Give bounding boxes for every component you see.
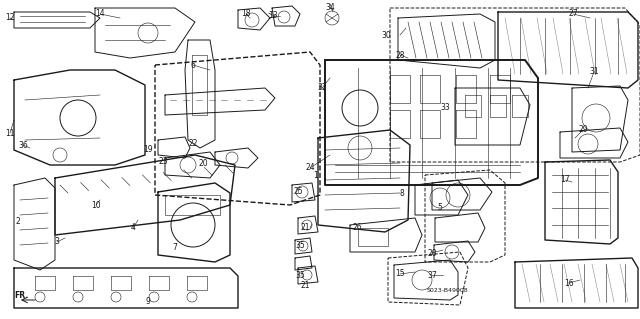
Text: 6: 6 <box>191 61 195 70</box>
Text: 31: 31 <box>589 68 599 77</box>
Text: 1: 1 <box>314 170 318 180</box>
Text: FR.: FR. <box>14 291 28 300</box>
Text: 9: 9 <box>145 296 150 306</box>
Text: 24: 24 <box>305 164 315 173</box>
Text: 34: 34 <box>325 4 335 12</box>
Text: 21: 21 <box>300 224 310 233</box>
Text: 28: 28 <box>396 50 404 60</box>
Text: 16: 16 <box>564 278 574 287</box>
Text: 26: 26 <box>352 224 362 233</box>
Text: 20: 20 <box>198 159 208 167</box>
Text: 8: 8 <box>399 189 404 197</box>
Text: 33: 33 <box>440 103 450 113</box>
Text: 35: 35 <box>295 271 305 279</box>
Text: 23: 23 <box>158 158 168 167</box>
Text: 14: 14 <box>95 10 105 19</box>
Text: 3: 3 <box>54 238 60 247</box>
Text: 12: 12 <box>5 13 15 23</box>
Text: 7: 7 <box>173 243 177 253</box>
Text: 10: 10 <box>91 201 101 210</box>
Text: 4: 4 <box>131 224 136 233</box>
Text: 5: 5 <box>438 203 442 211</box>
Text: 21: 21 <box>300 281 310 291</box>
Text: 19: 19 <box>143 145 153 154</box>
Text: 30: 30 <box>381 31 391 40</box>
Text: 2: 2 <box>15 218 20 226</box>
Text: 35: 35 <box>295 241 305 249</box>
Text: 22: 22 <box>188 138 198 147</box>
Text: 32: 32 <box>317 84 327 93</box>
Text: 29: 29 <box>578 125 588 135</box>
Text: 15: 15 <box>395 270 405 278</box>
Text: 11: 11 <box>5 129 15 137</box>
Text: 27: 27 <box>568 10 578 19</box>
Text: 13: 13 <box>268 11 278 20</box>
Text: S023-B49008: S023-B49008 <box>426 288 468 293</box>
Text: 36: 36 <box>18 140 28 150</box>
Text: 17: 17 <box>560 175 570 184</box>
Text: 25: 25 <box>293 188 303 197</box>
Text: 20: 20 <box>427 249 437 257</box>
Text: 18: 18 <box>241 10 251 19</box>
Text: 37: 37 <box>427 271 437 279</box>
